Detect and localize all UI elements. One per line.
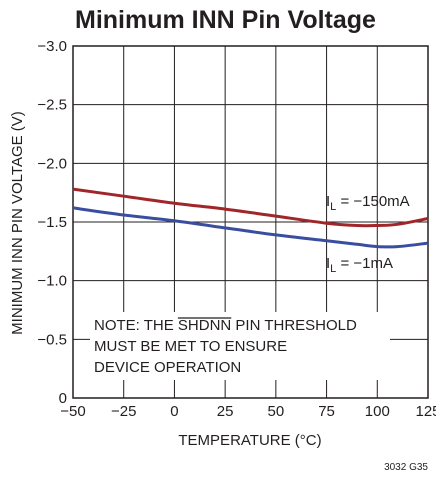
series-label-1ma-rest: = −1mA — [336, 255, 393, 272]
series-line-1ma — [72, 206, 429, 249]
y-tick-label: −2.5 — [37, 97, 67, 114]
y-tick-label: −0.5 — [37, 331, 67, 348]
note-line-3: DEVICE OPERATION — [94, 359, 241, 376]
note-line-1: NOTE: THE SHDNN PIN THRESHOLD — [94, 317, 357, 334]
y-tick-label: −3.0 — [37, 38, 67, 55]
x-tick-label: −50 — [60, 403, 85, 420]
series-line-150ma — [72, 187, 429, 228]
x-axis-label: TEMPERATURE (°C) — [178, 432, 321, 449]
y-tick-label: −2.0 — [37, 155, 67, 172]
x-tick-label: −25 — [111, 403, 136, 420]
series-label-1ma-main: I — [326, 255, 330, 272]
y-axis-label: MINIMUM INN PIN VOLTAGE (V) — [9, 111, 26, 335]
note-line-2: MUST BE MET TO ENSURE — [94, 338, 287, 355]
x-tick-label: 75 — [318, 403, 335, 420]
plot-frame — [72, 45, 429, 399]
x-tick-labels: −50 −25 0 25 50 75 100 125 — [60, 403, 436, 420]
series-label-150ma-sub: L — [330, 201, 336, 213]
series-label-150ma-main: I — [326, 193, 330, 210]
note-overline-word: SHDNN — [178, 317, 231, 334]
y-tick-label: −1.5 — [37, 214, 67, 231]
series-label-1ma: IL = −1mA — [326, 255, 393, 275]
y-tick-labels: 0 −0.5 −1.0 −1.5 −2.0 −2.5 −3.0 — [37, 38, 67, 407]
series-label-150ma-rest: = −150mA — [336, 193, 409, 210]
series-lines — [72, 187, 429, 249]
series-label-150ma: IL = −150mA — [326, 193, 410, 213]
note-line-1-suffix: PIN THRESHOLD — [231, 317, 357, 334]
figure-code: 3032 G35 — [384, 462, 428, 473]
x-tick-label: 0 — [170, 403, 178, 420]
x-tick-label: 50 — [268, 403, 285, 420]
y-tick-label: −1.0 — [37, 273, 67, 290]
series-label-1ma-sub: L — [330, 263, 336, 275]
x-tick-label: 125 — [415, 403, 436, 420]
note-line-1-prefix: NOTE: THE — [94, 317, 178, 334]
x-tick-label: 25 — [217, 403, 234, 420]
x-tick-label: 100 — [365, 403, 390, 420]
note-background — [90, 312, 390, 380]
y-tick-label: 0 — [59, 390, 67, 407]
chart-title: Minimum INN Pin Voltage — [75, 6, 376, 34]
